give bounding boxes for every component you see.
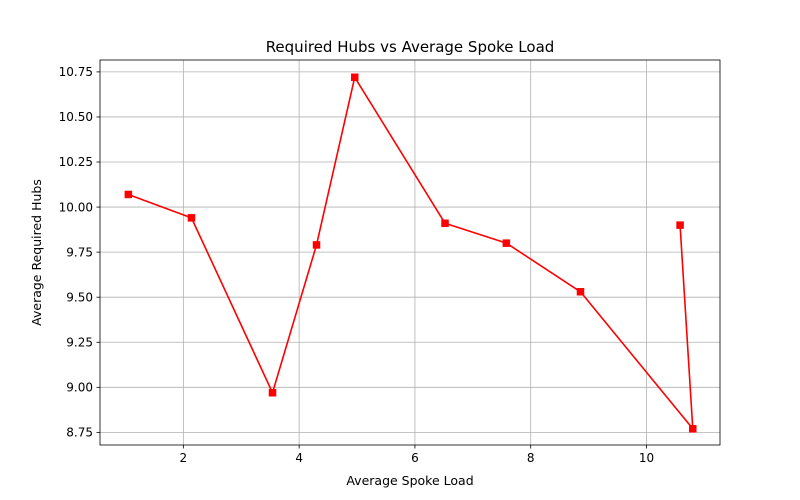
y-tick-label: 10.75 (59, 65, 93, 79)
y-axis-label: Average Required Hubs (29, 179, 44, 326)
x-tick-label: 4 (295, 451, 303, 465)
y-tick-label: 9.00 (66, 381, 93, 395)
data-point-marker (268, 388, 277, 397)
data-point-marker (576, 288, 585, 296)
series-line (128, 76, 694, 430)
x-tick-label: 6 (411, 451, 419, 465)
axis-ticks: 2 4 6 8 10 8.75 9.00 9.25 9.50 9.75 10.00 10.25 10.5… (59, 65, 654, 465)
data-point-marker (502, 239, 511, 247)
data-point-marker (187, 214, 196, 222)
data-point-marker (350, 73, 359, 82)
data-point-marker (689, 425, 697, 433)
data-point-marker (124, 190, 133, 199)
y-tick-label: 10.25 (59, 155, 93, 169)
y-tick-label: 10.00 (59, 200, 93, 214)
data-point-marker (312, 241, 321, 249)
x-tick-label: 10 (639, 451, 654, 465)
x-axis-label: Average Spoke Load (346, 473, 473, 488)
x-tick-label: 2 (180, 451, 188, 465)
y-tick-label: 9.50 (66, 290, 93, 304)
x-tick-label: 8 (527, 451, 535, 465)
y-tick-label: 10.50 (59, 110, 93, 124)
chart-title: Required Hubs vs Average Spoke Load (266, 38, 555, 56)
data-point-marker (676, 221, 684, 229)
y-tick-label: 8.75 (66, 426, 93, 440)
y-tick-label: 9.25 (66, 335, 93, 349)
y-tick-label: 9.75 (66, 245, 93, 259)
plot-series (124, 73, 697, 433)
data-point-marker (441, 219, 449, 228)
grid (100, 60, 720, 445)
